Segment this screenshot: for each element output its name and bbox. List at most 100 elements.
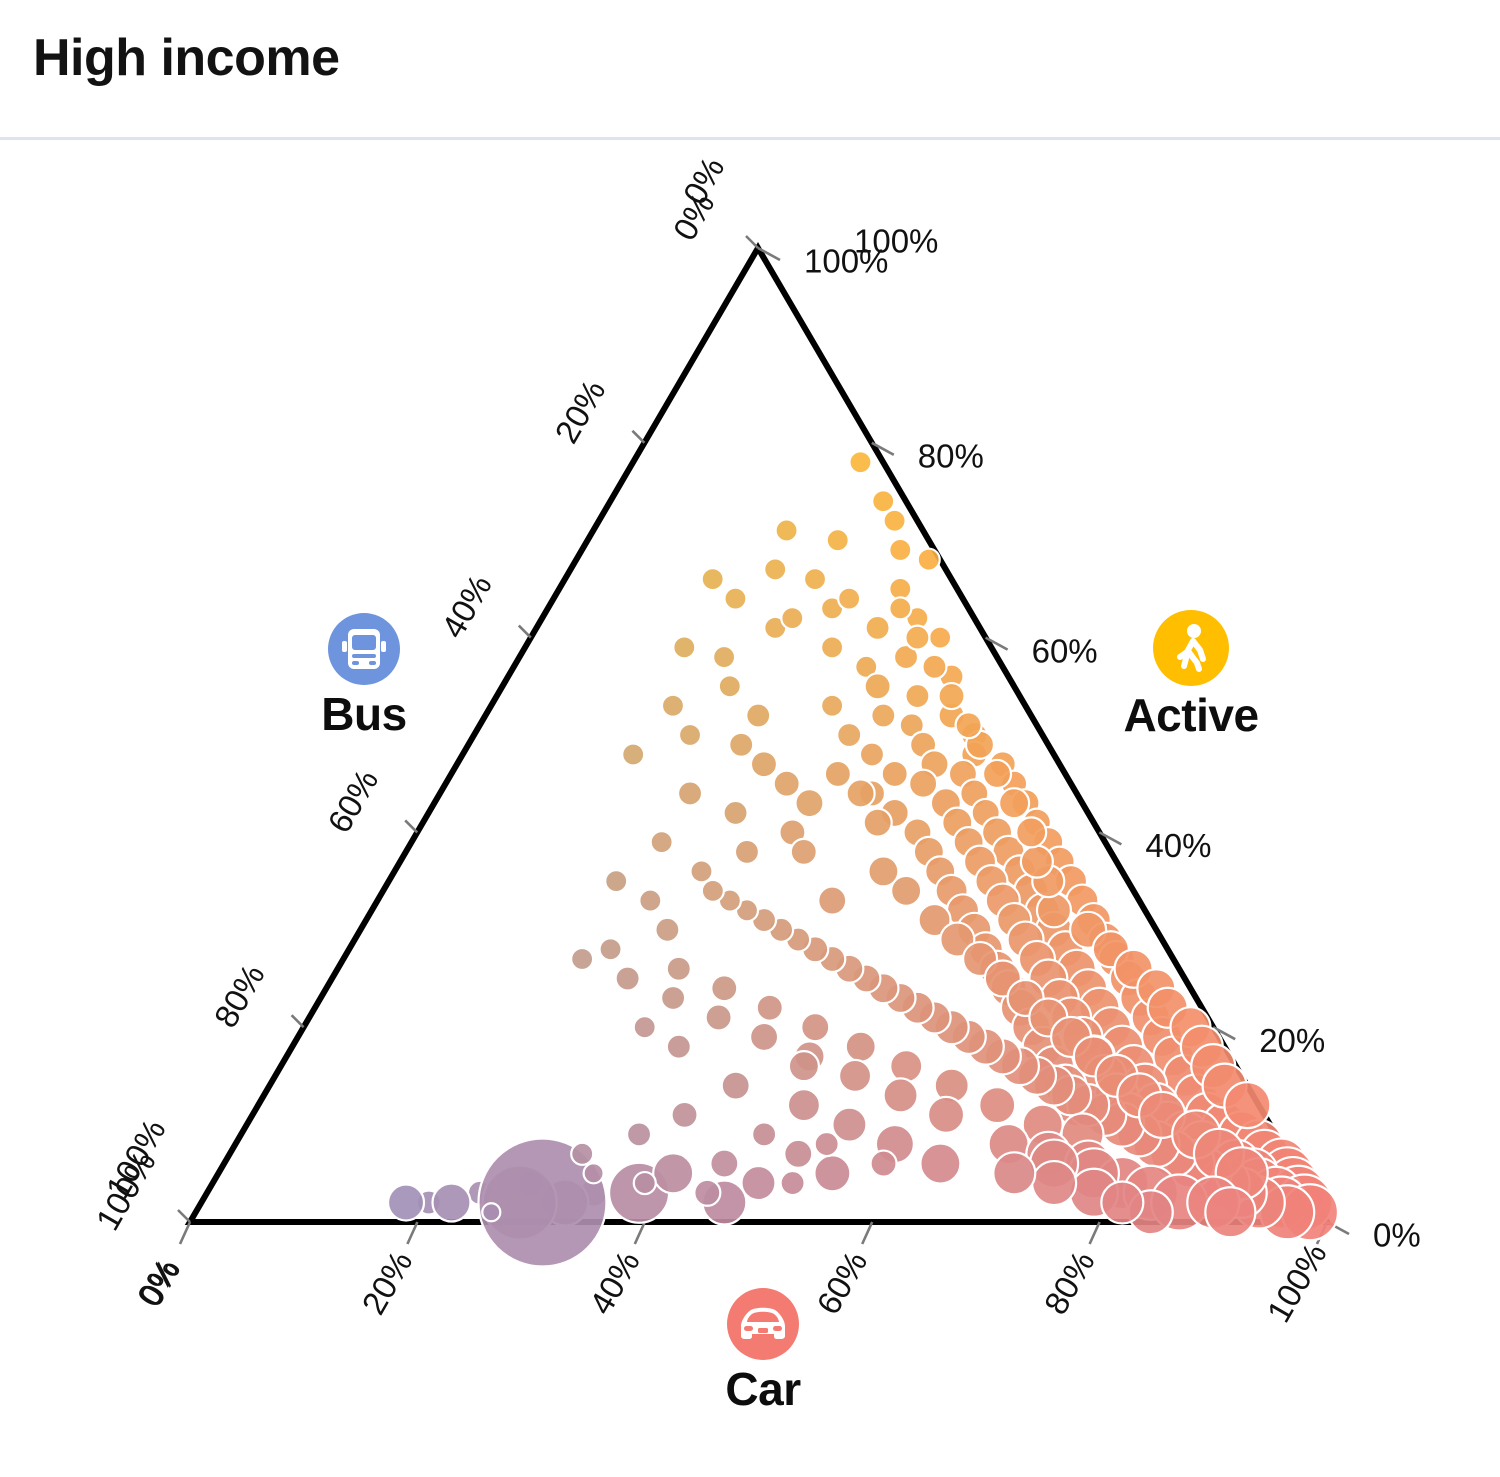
scatter-point[interactable] bbox=[904, 682, 931, 710]
scatter-point[interactable] bbox=[740, 1164, 777, 1202]
scatter-point[interactable] bbox=[928, 625, 953, 650]
scatter-point[interactable] bbox=[904, 624, 931, 651]
scatter-point[interactable] bbox=[800, 1012, 831, 1043]
scatter-point[interactable] bbox=[570, 946, 595, 972]
scatter-point[interactable] bbox=[1204, 1186, 1257, 1239]
scatter-point[interactable] bbox=[1100, 1180, 1145, 1225]
scatter-point[interactable] bbox=[978, 1086, 1017, 1125]
scatter-point[interactable] bbox=[858, 741, 886, 768]
scatter-point[interactable] bbox=[431, 1182, 472, 1223]
vertex-legend-active[interactable]: Active bbox=[1101, 610, 1281, 742]
scatter-point[interactable] bbox=[870, 702, 897, 729]
scatter-point[interactable] bbox=[862, 807, 893, 838]
scatter-point[interactable] bbox=[749, 750, 779, 779]
scatter-point[interactable] bbox=[919, 1142, 962, 1185]
scatter-point[interactable] bbox=[598, 937, 623, 962]
scatter-point[interactable] bbox=[665, 1033, 692, 1060]
scatter-point[interactable] bbox=[632, 1015, 657, 1040]
scatter-point[interactable] bbox=[813, 1130, 840, 1158]
scatter-point[interactable] bbox=[1015, 816, 1048, 849]
scatter-point[interactable] bbox=[604, 868, 629, 894]
scatter-point[interactable] bbox=[632, 1170, 657, 1196]
scatter-point[interactable] bbox=[700, 567, 725, 592]
scatter-point[interactable] bbox=[869, 1149, 898, 1178]
scatter-point[interactable] bbox=[652, 1152, 695, 1195]
scatter-point[interactable] bbox=[888, 537, 913, 563]
scatter-point[interactable] bbox=[820, 693, 845, 718]
scatter-point[interactable] bbox=[733, 838, 761, 865]
ternary-plot-svg[interactable]: 0%20%40%60%80%100%0% 20% 40% 60% 80% 100%0%20… bbox=[0, 140, 1500, 1477]
scatter-point[interactable] bbox=[654, 916, 681, 943]
scatter-point[interactable] bbox=[755, 993, 784, 1022]
scatter-point[interactable] bbox=[660, 984, 687, 1012]
scatter-point[interactable] bbox=[882, 508, 907, 533]
scatter-point[interactable] bbox=[720, 1070, 751, 1101]
scatter-point[interactable] bbox=[772, 769, 801, 798]
scatter-point[interactable] bbox=[748, 1021, 780, 1053]
scatter-point[interactable] bbox=[763, 557, 788, 582]
scatter-point[interactable] bbox=[783, 1138, 814, 1169]
scatter-point[interactable] bbox=[880, 759, 909, 789]
scatter-point[interactable] bbox=[704, 1003, 733, 1032]
scatter-point[interactable] bbox=[794, 788, 825, 819]
scatter-point[interactable] bbox=[625, 1121, 653, 1148]
scatter-point[interactable] bbox=[649, 830, 674, 855]
scatter-point[interactable] bbox=[882, 1077, 919, 1114]
scatter-point[interactable] bbox=[863, 672, 892, 701]
scatter-point[interactable] bbox=[867, 855, 900, 888]
scatter-point[interactable] bbox=[837, 1058, 873, 1094]
scatter-point[interactable] bbox=[844, 1030, 877, 1063]
scatter-point[interactable] bbox=[845, 778, 876, 809]
scatter-point[interactable] bbox=[786, 1088, 822, 1123]
scatter-point[interactable] bbox=[717, 674, 742, 699]
scatter-point[interactable] bbox=[477, 1137, 608, 1268]
scatter-point[interactable] bbox=[998, 787, 1031, 820]
scatter-point[interactable] bbox=[825, 528, 850, 553]
scatter-point[interactable] bbox=[888, 596, 913, 621]
scatter-point[interactable] bbox=[1035, 892, 1073, 929]
scatter-point[interactable] bbox=[854, 654, 879, 679]
scatter-point[interactable] bbox=[889, 1049, 924, 1084]
scatter-point[interactable] bbox=[926, 1095, 966, 1134]
scatter-point[interactable] bbox=[710, 974, 739, 1003]
scatter-point[interactable] bbox=[802, 567, 828, 592]
scatter-point[interactable] bbox=[745, 702, 772, 729]
scatter-point[interactable] bbox=[779, 1169, 806, 1197]
scatter-point[interactable] bbox=[751, 1121, 778, 1148]
scatter-point[interactable] bbox=[921, 653, 948, 680]
scatter-point[interactable] bbox=[670, 1100, 699, 1129]
scatter-point[interactable] bbox=[848, 450, 873, 475]
scatter-point[interactable] bbox=[570, 1141, 595, 1166]
scatter-point[interactable] bbox=[908, 768, 939, 799]
scatter-point[interactable] bbox=[689, 859, 714, 884]
scatter-point[interactable] bbox=[676, 780, 704, 807]
scatter-point[interactable] bbox=[693, 1178, 722, 1207]
scatter-point[interactable] bbox=[1030, 1159, 1078, 1207]
vertex-legend-bus[interactable]: Bus bbox=[284, 613, 444, 741]
scatter-point[interactable] bbox=[1223, 1081, 1272, 1130]
scatter-point[interactable] bbox=[864, 614, 891, 641]
scatter-point[interactable] bbox=[700, 878, 725, 903]
scatter-point[interactable] bbox=[992, 1151, 1037, 1196]
scatter-point[interactable] bbox=[823, 759, 852, 789]
scatter-point[interactable] bbox=[820, 635, 845, 660]
scatter-point[interactable] bbox=[1019, 844, 1054, 879]
scatter-point[interactable] bbox=[722, 799, 749, 827]
scatter-point[interactable] bbox=[711, 644, 737, 670]
scatter-point[interactable] bbox=[813, 1154, 852, 1193]
scatter-point[interactable] bbox=[937, 681, 966, 711]
scatter-point[interactable] bbox=[892, 643, 920, 671]
scatter-point[interactable] bbox=[621, 742, 646, 767]
scatter-point[interactable] bbox=[981, 758, 1013, 790]
scatter-point[interactable] bbox=[665, 955, 692, 982]
scatter-point[interactable] bbox=[672, 635, 697, 660]
scatter-point[interactable] bbox=[386, 1183, 426, 1222]
scatter-point[interactable] bbox=[817, 885, 848, 916]
scatter-point[interactable] bbox=[890, 874, 923, 907]
scatter-point[interactable] bbox=[582, 1162, 605, 1185]
vertex-legend-car[interactable]: Car bbox=[688, 1288, 838, 1416]
scatter-point[interactable] bbox=[917, 902, 952, 938]
scatter-point[interactable] bbox=[638, 888, 663, 913]
scatter-points[interactable] bbox=[386, 450, 1340, 1268]
scatter-point[interactable] bbox=[677, 722, 703, 748]
